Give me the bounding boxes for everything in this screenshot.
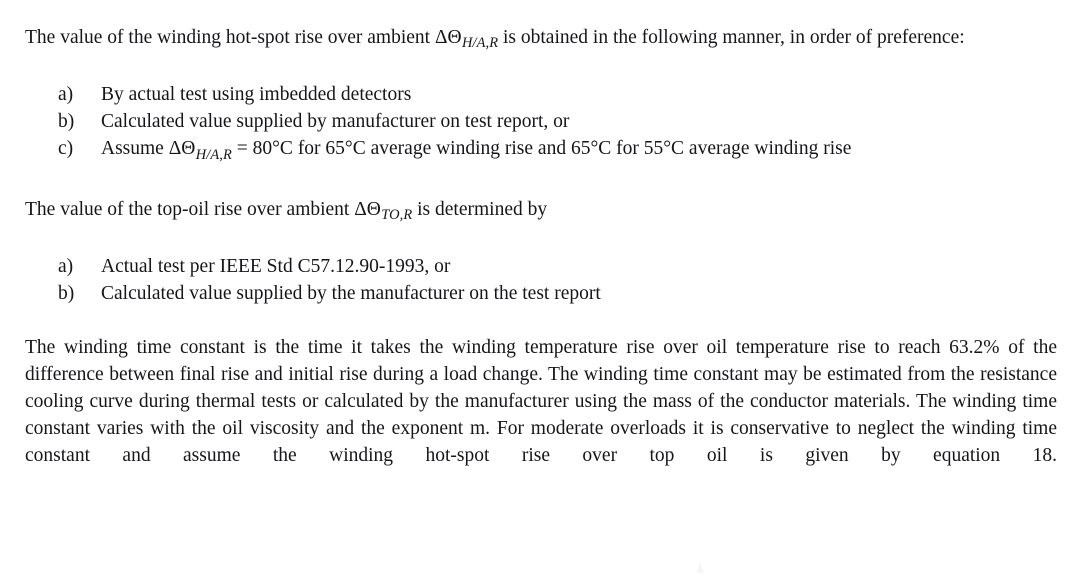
paragraph-1-text-after: is obtained in the following manner, in …: [498, 27, 965, 48]
list-marker: c): [58, 138, 74, 160]
list-marker: b): [58, 111, 75, 133]
delta-theta-subscript: TO,R: [381, 206, 413, 223]
list-item-text: Calculated value supplied by the manufac…: [101, 282, 601, 304]
list-item: a) By actual test using imbedded detecto…: [25, 81, 1057, 108]
list-item-text: Actual test per IEEE Std C57.12.90-1993,…: [101, 255, 451, 277]
spacer: [25, 229, 1057, 253]
list-item-text: By actual test using imbedded detectors: [101, 84, 412, 106]
paragraph-top-oil-rise: The value of the top-oil rise over ambie…: [25, 196, 1057, 229]
list-item-text: Calculated value supplied by manufacture…: [101, 111, 570, 133]
list-winding-hotspot-methods: a) By actual test using imbedded detecto…: [25, 81, 1057, 168]
paragraph-winding-hotspot-rise: The value of the winding hot-spot rise o…: [25, 24, 1057, 57]
symbol-delta-theta-to-r: ΔΘTO,R: [354, 198, 413, 223]
list-marker: a): [58, 84, 74, 106]
spacer: [25, 307, 1057, 334]
list-marker: a): [58, 255, 74, 277]
symbol-delta-theta-h-a-r: ΔΘH/A,R: [168, 138, 232, 162]
symbol-delta-theta-h-a-r: ΔΘH/A,R: [434, 27, 499, 52]
list-item: a) Actual test per IEEE Std C57.12.90-19…: [25, 253, 1057, 280]
delta-theta-symbol: ΔΘ: [434, 27, 462, 48]
spacer: [25, 57, 1057, 81]
list-item-text-before: Assume: [101, 138, 169, 160]
list-item: c) Assume ΔΘH/A,R = 80°C for 65°C averag…: [25, 135, 1057, 168]
list-marker: b): [58, 282, 75, 304]
list-item-text: Assume ΔΘH/A,R = 80°C for 65°C average w…: [101, 135, 1057, 168]
list-item: b) Calculated value supplied by manufact…: [25, 108, 1057, 135]
spacer: [25, 169, 1057, 196]
delta-theta-subscript: H/A,R: [195, 146, 232, 163]
list-item: b) Calculated value supplied by the manu…: [25, 280, 1057, 307]
paragraph-2-text-after: is determined by: [412, 198, 548, 220]
paragraph-1-text-before: The value of the winding hot-spot rise o…: [25, 27, 435, 48]
scan-artifact: [697, 562, 704, 573]
delta-theta-symbol: ΔΘ: [354, 198, 381, 220]
list-item-text-after: = 80°C for 65°C average winding rise and…: [231, 138, 852, 160]
paragraph-2-text-before: The value of the top-oil rise over ambie…: [25, 198, 355, 220]
paragraph-winding-time-constant: The winding time constant is the time it…: [25, 336, 1057, 466]
delta-theta-symbol: ΔΘ: [168, 138, 196, 160]
list-top-oil-rise-methods: a) Actual test per IEEE Std C57.12.90-19…: [25, 253, 1057, 307]
delta-theta-subscript: H/A,R: [461, 35, 499, 52]
